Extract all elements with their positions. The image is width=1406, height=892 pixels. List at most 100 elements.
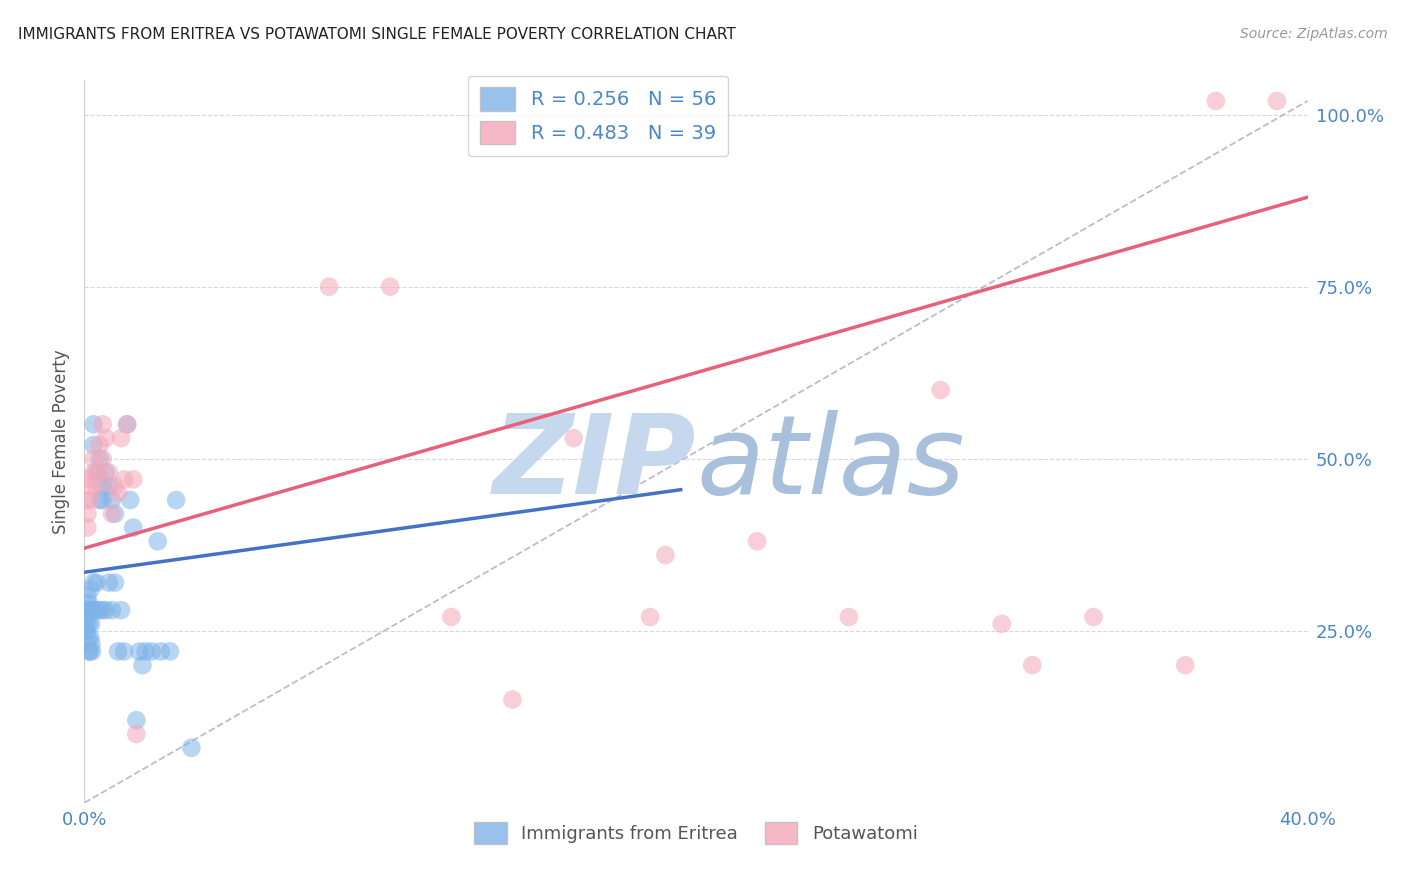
- Point: [76, 603, 98, 617]
- Point: [91, 493, 114, 508]
- Point: [1174, 658, 1197, 673]
- Point: [991, 616, 1014, 631]
- Point: [101, 603, 124, 617]
- Point: [83, 417, 105, 432]
- Point: [75, 624, 97, 638]
- Point: [77, 644, 100, 658]
- Point: [76, 507, 98, 521]
- Point: [110, 603, 132, 617]
- Point: [75, 603, 97, 617]
- Point: [76, 520, 98, 534]
- Point: [112, 644, 135, 658]
- Point: [89, 438, 111, 452]
- Point: [638, 610, 661, 624]
- Point: [77, 631, 100, 645]
- Point: [440, 610, 463, 624]
- Point: [318, 279, 340, 293]
- Point: [94, 603, 117, 617]
- Point: [654, 548, 676, 562]
- Point: [89, 466, 111, 480]
- Point: [929, 383, 952, 397]
- Point: [79, 493, 101, 508]
- Point: [76, 590, 98, 604]
- Point: [125, 727, 148, 741]
- Point: [502, 692, 524, 706]
- Point: [1083, 610, 1105, 624]
- Point: [120, 493, 142, 508]
- Point: [104, 479, 127, 493]
- Point: [562, 431, 585, 445]
- Point: [83, 603, 105, 617]
- Point: [79, 603, 101, 617]
- Point: [1265, 94, 1288, 108]
- Point: [112, 472, 135, 486]
- Point: [86, 479, 108, 493]
- Point: [122, 472, 145, 486]
- Point: [77, 596, 100, 610]
- Point: [125, 713, 148, 727]
- Point: [97, 466, 120, 480]
- Text: atlas: atlas: [696, 409, 965, 516]
- Point: [79, 631, 101, 645]
- Point: [83, 575, 105, 590]
- Point: [104, 507, 127, 521]
- Point: [77, 610, 100, 624]
- Point: [91, 451, 114, 466]
- Point: [159, 644, 181, 658]
- Point: [91, 479, 114, 493]
- Point: [75, 616, 97, 631]
- Point: [83, 466, 105, 480]
- Point: [94, 466, 117, 480]
- Legend: Immigrants from Eritrea, Potawatomi: Immigrants from Eritrea, Potawatomi: [467, 815, 925, 852]
- Point: [86, 603, 108, 617]
- Point: [180, 740, 202, 755]
- Point: [1205, 94, 1227, 108]
- Point: [77, 616, 100, 631]
- Point: [80, 638, 103, 652]
- Point: [115, 417, 138, 432]
- Point: [94, 431, 117, 445]
- Point: [80, 616, 103, 631]
- Point: [380, 279, 402, 293]
- Text: ZIP: ZIP: [492, 409, 696, 516]
- Point: [97, 479, 120, 493]
- Point: [128, 644, 150, 658]
- Text: Source: ZipAtlas.com: Source: ZipAtlas.com: [1240, 27, 1388, 41]
- Point: [91, 603, 114, 617]
- Point: [101, 507, 124, 521]
- Point: [110, 431, 132, 445]
- Point: [101, 493, 124, 508]
- Point: [149, 644, 172, 658]
- Point: [107, 486, 129, 500]
- Point: [1021, 658, 1043, 673]
- Point: [75, 493, 97, 508]
- Point: [104, 575, 127, 590]
- Point: [122, 520, 145, 534]
- Point: [77, 472, 100, 486]
- Point: [86, 466, 108, 480]
- Y-axis label: Single Female Poverty: Single Female Poverty: [52, 350, 70, 533]
- Point: [89, 493, 111, 508]
- Point: [89, 451, 111, 466]
- Point: [80, 644, 103, 658]
- Point: [86, 575, 108, 590]
- Point: [107, 644, 129, 658]
- Point: [141, 644, 163, 658]
- Point: [83, 451, 105, 466]
- Text: IMMIGRANTS FROM ERITREA VS POTAWATOMI SINGLE FEMALE POVERTY CORRELATION CHART: IMMIGRANTS FROM ERITREA VS POTAWATOMI SI…: [18, 27, 735, 42]
- Point: [165, 493, 187, 508]
- Point: [115, 417, 138, 432]
- Point: [747, 534, 769, 549]
- Point: [131, 658, 153, 673]
- Point: [83, 438, 105, 452]
- Point: [838, 610, 860, 624]
- Point: [79, 479, 101, 493]
- Point: [135, 644, 157, 658]
- Point: [91, 417, 114, 432]
- Point: [89, 603, 111, 617]
- Point: [79, 582, 101, 597]
- Point: [146, 534, 169, 549]
- Point: [76, 624, 98, 638]
- Point: [76, 603, 98, 617]
- Point: [79, 644, 101, 658]
